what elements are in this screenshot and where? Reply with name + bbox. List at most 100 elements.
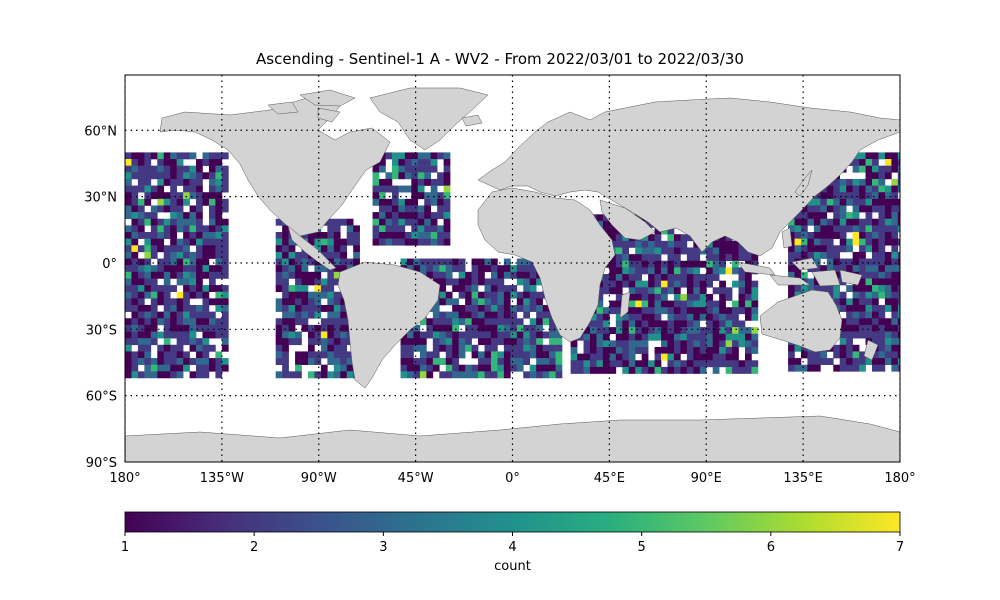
heatmap-cell (157, 285, 165, 293)
heatmap-cell (807, 238, 815, 246)
heatmap-cell (884, 225, 892, 233)
heatmap-cell (320, 291, 328, 299)
heatmap-cell (196, 364, 203, 372)
heatmap-cell (529, 351, 537, 359)
heatmap-cell (413, 364, 421, 372)
colorbar-tick-label: 1 (121, 540, 129, 555)
heatmap-cell (189, 152, 197, 160)
heatmap-cell (404, 165, 412, 173)
heatmap-cell (800, 271, 808, 279)
heatmap-cell (641, 300, 649, 308)
heatmap-cell (215, 212, 223, 220)
heatmap-cell (615, 320, 623, 328)
heatmap-cell (648, 360, 655, 368)
heatmap-cell (340, 265, 348, 273)
heatmap-cell (144, 172, 152, 180)
heatmap-cell (865, 318, 873, 326)
heatmap-cell (732, 327, 739, 335)
heatmap-cell (686, 247, 694, 255)
heatmap-cell (458, 344, 466, 352)
heatmap-cell (859, 331, 866, 339)
heatmap-cell (215, 159, 223, 166)
heatmap-cell (465, 324, 472, 332)
heatmap-cell (628, 347, 636, 354)
heatmap-cell (628, 340, 636, 348)
heatmap-cell (131, 324, 139, 332)
heatmap-cell (391, 159, 399, 166)
heatmap-cell (820, 351, 828, 359)
heatmap-cell (635, 274, 642, 281)
heatmap-cell (732, 333, 739, 341)
heatmap-cell (680, 280, 688, 288)
heatmap-cell (125, 232, 132, 239)
heatmap-cell (884, 304, 892, 312)
heatmap-cell (622, 280, 630, 288)
heatmap-cell (732, 254, 739, 262)
heatmap-cell (215, 251, 223, 259)
heatmap-cell (183, 318, 190, 326)
heatmap-cell (333, 338, 341, 346)
heatmap-cell (307, 291, 315, 299)
heatmap-cell (654, 287, 662, 295)
heatmap-cell (163, 198, 171, 206)
heatmap-cell (432, 258, 440, 266)
heatmap-cell (221, 304, 229, 312)
heatmap-cell (411, 172, 419, 180)
heatmap-cell (221, 185, 229, 193)
heatmap-cell (897, 331, 900, 339)
heatmap-cell (523, 278, 531, 286)
heatmap-cell (157, 318, 165, 326)
heatmap-cell (846, 304, 853, 312)
heatmap-cell (648, 267, 655, 275)
heatmap-cell (865, 192, 873, 200)
heatmap-cell (516, 271, 524, 279)
heatmap-cell (807, 205, 815, 213)
heatmap-cell (432, 331, 440, 339)
heatmap-cell (712, 240, 720, 248)
heatmap-cell (661, 347, 668, 354)
heatmap-cell (706, 353, 714, 361)
heatmap-cell (189, 311, 197, 319)
heatmap-cell (719, 340, 726, 348)
heatmap-cell (183, 258, 190, 266)
heatmap-cell (333, 258, 341, 266)
heatmap-cell (732, 280, 739, 288)
heatmap-cell (372, 172, 380, 180)
heatmap-cell (529, 371, 537, 379)
heatmap-cell (794, 344, 802, 352)
heatmap-cell (465, 344, 472, 352)
heatmap-cell (596, 293, 604, 301)
heatmap-cell (536, 304, 543, 312)
heatmap-cell (846, 238, 853, 246)
heatmap-cell (432, 351, 440, 359)
heatmap-cell (196, 324, 203, 332)
heatmap-cell (478, 258, 485, 266)
heatmap-cell (497, 265, 505, 273)
heatmap-cell (516, 258, 524, 266)
heatmap-cell (208, 192, 216, 200)
madagascar (619, 291, 631, 319)
heatmap-cell (379, 198, 386, 206)
heatmap-cell (654, 347, 662, 354)
heatmap-cell (157, 265, 165, 273)
heatmap-cell (693, 360, 701, 368)
heatmap-cell (542, 364, 550, 372)
heatmap-cell (137, 304, 145, 312)
heatmap-cell (391, 225, 399, 233)
heatmap-cell (407, 258, 414, 266)
heatmap-cell (445, 318, 453, 326)
heatmap-cell (654, 254, 662, 262)
heatmap-cell (859, 225, 866, 233)
heatmap-cell (884, 212, 892, 220)
heatmap-cell (852, 238, 860, 246)
heatmap-cell (163, 258, 171, 266)
heatmap-cell (577, 360, 584, 368)
heatmap-cell (891, 324, 899, 332)
heatmap-cell (641, 347, 649, 354)
heatmap-cell (125, 278, 132, 286)
heatmap-cell (878, 152, 886, 160)
heatmap-cell (282, 358, 289, 365)
heatmap-cell (282, 285, 289, 293)
heatmap-cell (215, 358, 223, 365)
heatmap-cell (516, 298, 524, 306)
